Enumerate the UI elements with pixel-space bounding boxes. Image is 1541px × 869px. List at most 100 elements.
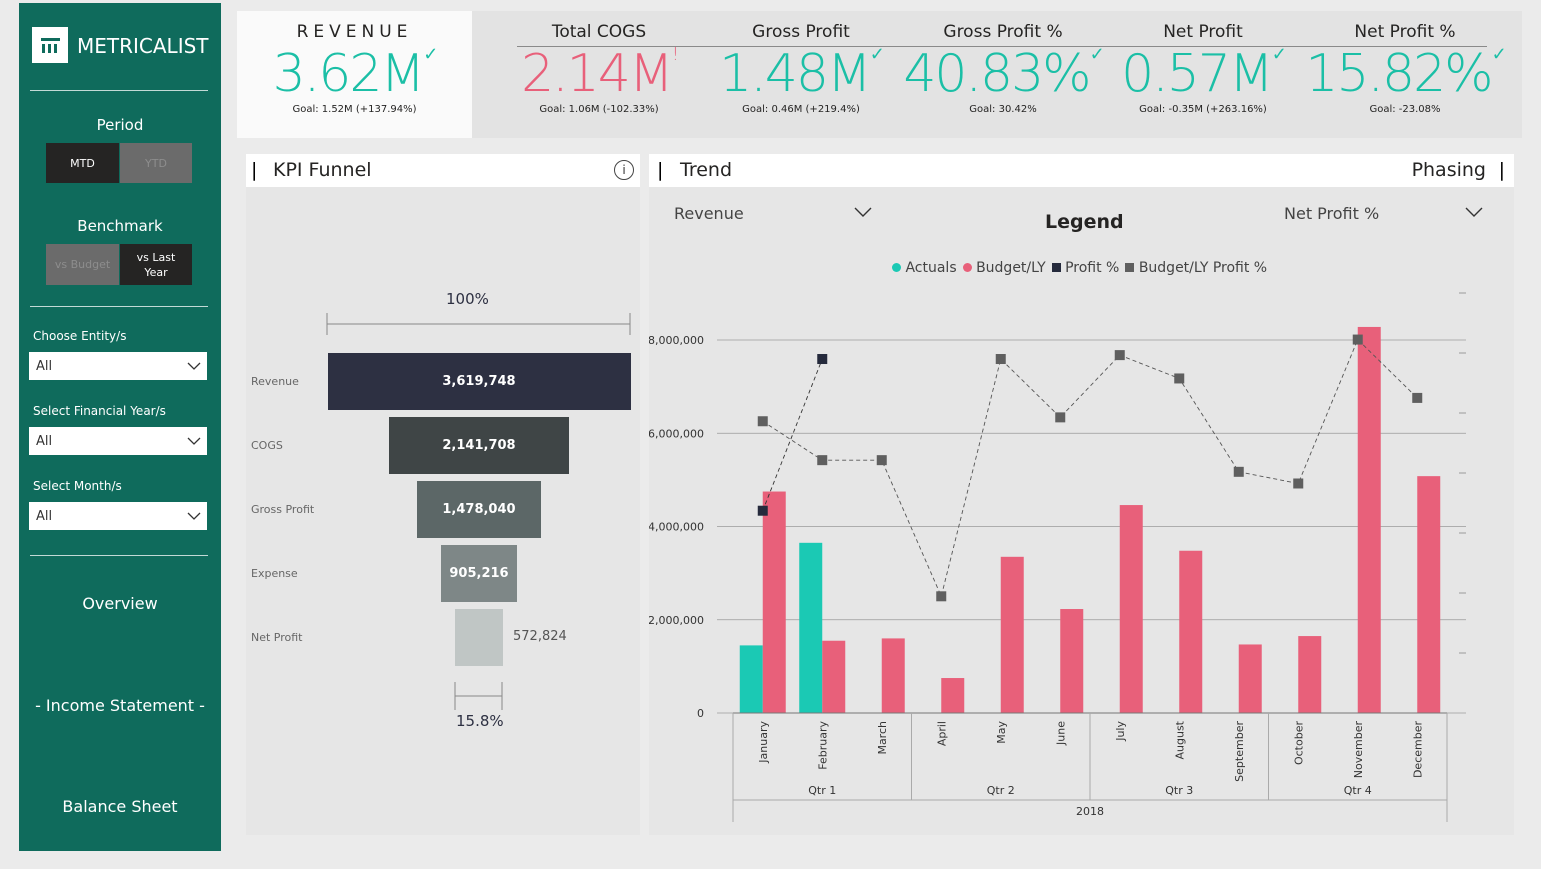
budget-bar[interactable]	[1298, 636, 1322, 713]
nav-balance-sheet[interactable]: Balance Sheet	[62, 797, 178, 816]
dropdown-right-value: Net Profit %	[1284, 204, 1380, 223]
budget-bar[interactable]	[822, 640, 846, 713]
kpi-goal: Goal: 1.06M (-102.33%)	[539, 104, 659, 115]
actuals-bar[interactable]	[739, 645, 763, 713]
trend-header: | Trend Phasing |	[649, 154, 1514, 187]
budget-profit-marker[interactable]	[1055, 412, 1066, 423]
month-select-value: All	[36, 508, 53, 524]
legend-item-profit[interactable]: Profit %	[1051, 260, 1119, 276]
month-filter-label: Select Month/s	[33, 479, 122, 493]
funnel-stage-label: Net Profit	[251, 630, 303, 644]
kpi-goal: Goal: -0.35M (+263.16%)	[1139, 104, 1267, 115]
budget-bar[interactable]	[1179, 550, 1203, 713]
entity-select[interactable]: All	[29, 352, 207, 380]
kpi-gross-profit: Gross Profit 1.48M✓ Goal: 0.46M (+219.4%…	[701, 22, 901, 115]
budget-bar[interactable]	[1000, 556, 1024, 713]
funnel-stage-value: 572,824	[513, 628, 567, 644]
alert-icon: !	[671, 44, 679, 65]
legend-dot-icon	[962, 263, 972, 272]
vs-last-year-button[interactable]: vs Last Year	[120, 244, 192, 285]
budget-profit-marker[interactable]	[936, 591, 947, 602]
kpi-value: 1.48M✓	[719, 44, 885, 104]
legend-item-actuals[interactable]: Actuals	[892, 260, 957, 276]
profit-marker[interactable]	[757, 505, 768, 516]
actuals-bar[interactable]	[799, 542, 823, 713]
month-select[interactable]: All	[29, 502, 207, 530]
funnel-bar[interactable]: 3,619,748	[327, 353, 631, 410]
funnel-bar[interactable]: 905,216	[441, 545, 517, 602]
budget-profit-marker[interactable]	[1233, 466, 1244, 477]
budget-profit-marker[interactable]	[1114, 350, 1125, 361]
entity-filter-label: Choose Entity/s	[33, 329, 127, 343]
legend-square-icon	[1125, 263, 1135, 272]
chevron-down-icon	[187, 512, 201, 520]
legend-item-budget[interactable]: Budget/LY	[962, 260, 1046, 276]
kpi-goal: Goal: -23.08%	[1369, 104, 1441, 115]
y-tick-label: 0	[697, 707, 704, 720]
trend-title: Trend	[680, 159, 732, 181]
quarter-label: Qtr 4	[1344, 784, 1372, 797]
measure-dropdown-left[interactable]: Revenue	[659, 200, 874, 228]
funnel-top-percent: 100%	[446, 290, 489, 308]
budget-profit-marker[interactable]	[1412, 392, 1423, 403]
entity-select-value: All	[36, 358, 53, 374]
budget-bar[interactable]	[1119, 505, 1143, 713]
budget-profit-marker[interactable]	[876, 455, 887, 466]
funnel-bottom-percent: 15.8%	[456, 712, 504, 730]
y-tick-label: 6,000,000	[649, 427, 704, 440]
year-label: 2018	[1076, 805, 1104, 818]
check-icon: ✓	[869, 44, 885, 65]
budget-bar[interactable]	[1238, 644, 1262, 713]
budget-profit-marker[interactable]	[1293, 478, 1304, 489]
check-icon: ✓	[1089, 44, 1105, 65]
profit-marker[interactable]	[817, 354, 828, 365]
budget-bar[interactable]	[1060, 609, 1084, 713]
budget-profit-marker[interactable]	[1174, 373, 1185, 384]
check-icon: ✓	[1491, 44, 1507, 65]
profit-line	[762, 358, 823, 511]
funnel-bar[interactable]	[455, 609, 503, 666]
budget-profit-marker[interactable]	[757, 416, 768, 427]
revenue-card-bg	[237, 11, 472, 138]
header-bar-mark: |	[1498, 159, 1505, 181]
y-tick-label: 2,000,000	[649, 614, 704, 627]
budget-bar[interactable]	[881, 638, 905, 713]
budget-profit-marker[interactable]	[1352, 334, 1363, 345]
x-tick-label: April	[935, 721, 948, 746]
brand-logo	[32, 27, 68, 63]
check-icon: ✓	[423, 44, 438, 65]
year-select-value: All	[36, 433, 53, 449]
kpi-value: 15.82%✓	[1305, 44, 1507, 104]
kpi-value: 3.62M✓	[272, 44, 439, 104]
funnel-bar[interactable]: 2,141,708	[389, 417, 569, 474]
budget-bar[interactable]	[1417, 476, 1441, 713]
benchmark-label: Benchmark	[77, 217, 163, 235]
period-ytd-button[interactable]: YTD	[120, 143, 192, 183]
nav-income-statement[interactable]: - Income Statement -	[35, 696, 205, 715]
kpi-title: Net Profit	[1163, 22, 1243, 42]
info-icon[interactable]: i	[614, 160, 634, 180]
budget-bar[interactable]	[762, 491, 786, 713]
vs-budget-button[interactable]: vs Budget	[46, 244, 119, 285]
budget-profit-marker[interactable]	[817, 455, 828, 466]
divider	[30, 90, 208, 91]
year-filter-label: Select Financial Year/s	[33, 404, 166, 418]
budget-profit-marker[interactable]	[995, 354, 1006, 365]
x-tick-label: January	[757, 721, 770, 764]
budget-bar[interactable]	[1357, 326, 1381, 713]
nav-overview[interactable]: Overview	[82, 594, 158, 613]
chevron-down-icon	[187, 362, 201, 370]
kpi-title: Gross Profit %	[943, 22, 1063, 42]
financial-year-select[interactable]: All	[29, 427, 207, 455]
funnel-bar[interactable]: 1,478,040	[417, 481, 541, 538]
budget-bar[interactable]	[941, 678, 965, 713]
funnel-stage-label: Revenue	[251, 374, 299, 388]
funnel-top-bracket	[326, 313, 631, 335]
phasing-link[interactable]: Phasing	[1411, 159, 1486, 181]
legend-item-budget-profit[interactable]: Budget/LY Profit %	[1125, 260, 1267, 276]
measure-dropdown-right[interactable]: Net Profit %	[1269, 200, 1494, 228]
period-mtd-button[interactable]: MTD	[46, 143, 119, 183]
budget-profit-line	[762, 338, 1418, 598]
kpi-total-cogs: Total COGS 2.14M! Goal: 1.06M (-102.33%)	[499, 22, 699, 115]
legend-dot-icon	[892, 263, 901, 272]
